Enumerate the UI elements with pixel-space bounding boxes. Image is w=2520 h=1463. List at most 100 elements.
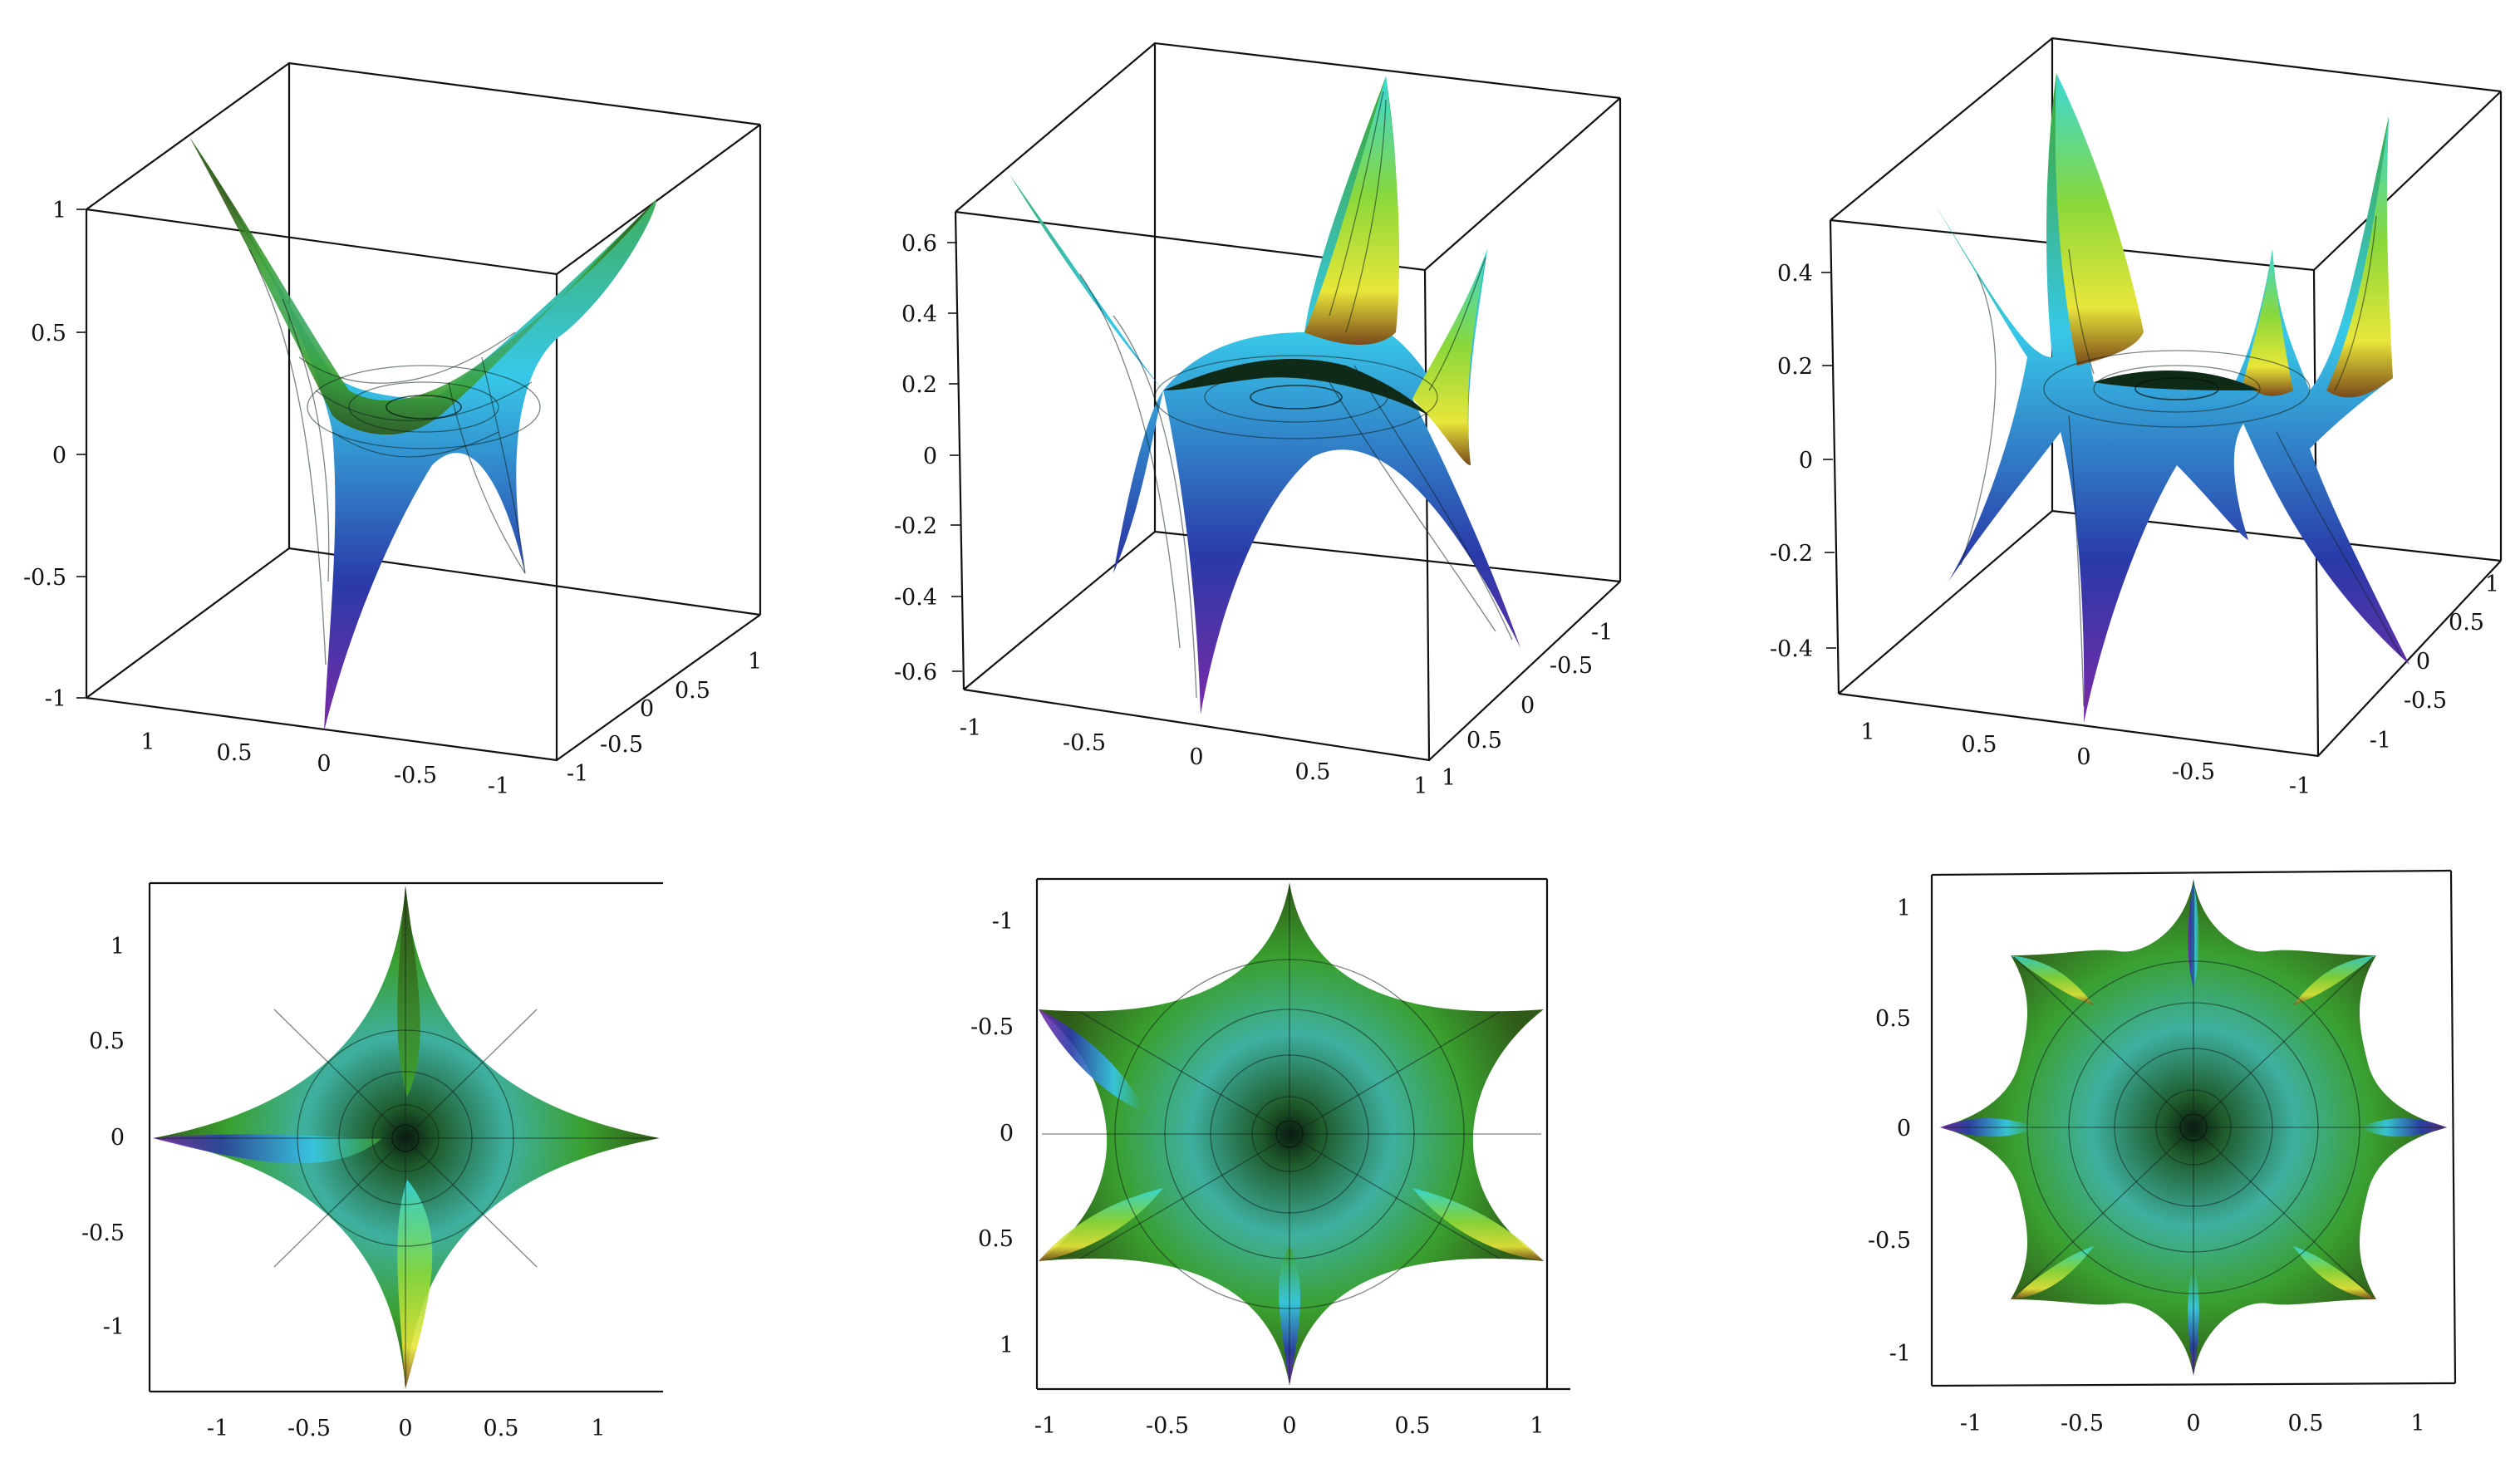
x-tick-label: -1 [2289, 773, 2311, 799]
panel-3d-order-2: 1 0.5 0 -0.5 -1 1 0.5 0 -0.5 -1 1 0.5 0 … [23, 61, 762, 799]
z-tick-label: -1 [45, 686, 66, 712]
y-tick-label: 1 [111, 934, 125, 960]
y-tick-label: 1 [1442, 765, 1456, 791]
x-tick-label: 1 [1860, 719, 1874, 745]
panel-3d-order-4: 0.4 0.2 0 -0.2 -0.4 1 0.5 0 -0.5 -1 1 0.… [1770, 37, 2503, 799]
y-tick-label: 1 [748, 649, 762, 675]
x-tick-label: 0 [1282, 1413, 1296, 1439]
z-tick-label: -0.2 [1770, 541, 1813, 567]
x-tick-label: 0 [2076, 744, 2090, 770]
panel-top-order-2: 1 0.5 0 -0.5 -1 -1 -0.5 0 0.5 1 [81, 881, 663, 1441]
z-tick-label: -0.4 [1770, 636, 1813, 662]
x-tick-label: 0.5 [1295, 759, 1331, 785]
y-tick-label: -1 [1889, 1341, 1911, 1367]
y-tick-label: -1 [992, 909, 1014, 935]
x-tick-label: -0.5 [1063, 730, 1106, 756]
x-tick-label: -0.5 [2172, 759, 2215, 785]
y-tick-label: 0 [640, 696, 654, 722]
y-tick-label: 0.5 [2449, 610, 2484, 636]
z-tick-label: 0.2 [901, 372, 937, 398]
y-axis: 1 0.5 0 -0.5 -1 [1868, 896, 1911, 1367]
panel-3d-order-3: 0.6 0.4 0.2 0 -0.2 -0.4 -0.6 -1 -0.5 0 0… [894, 42, 1622, 799]
x-tick-label: 1 [140, 729, 155, 755]
y-tick-label: -1 [2370, 728, 2391, 754]
x-tick-label: 0.5 [1395, 1413, 1431, 1439]
x-axis: 1 0.5 0 -0.5 -1 [140, 729, 509, 799]
z-tick-label: 0.4 [901, 302, 937, 327]
x-tick-label: -0.5 [287, 1416, 331, 1441]
y-tick-label: -0.5 [2404, 688, 2447, 714]
y-tick-label: 0.5 [675, 678, 710, 704]
y-axis: -1 -0.5 0 0.5 1 [1442, 620, 1613, 791]
x-tick-label: 1 [1530, 1413, 1544, 1439]
z-tick-label: 0.5 [31, 321, 66, 346]
x-tick-label: 0 [398, 1416, 412, 1441]
y-tick-label: 0.5 [978, 1226, 1014, 1252]
y-tick-label: -0.5 [970, 1014, 1014, 1040]
z-axis: 0.4 0.2 0 -0.2 -0.4 [1770, 261, 1836, 662]
panel-top-order-3: -1 -0.5 0 0.5 1 -1 -0.5 0 0.5 1 [970, 877, 1570, 1439]
y-axis: 1 0.5 0 -0.5 -1 [81, 934, 125, 1340]
x-tick-label: -0.5 [2061, 1411, 2104, 1436]
z-tick-label: -0.5 [23, 565, 66, 591]
z-tick-label: 0.2 [1777, 354, 1813, 380]
panel-top-order-4: 1 0.5 0 -0.5 -1 -1 -0.5 0 0.5 1 [1868, 869, 2457, 1436]
bounding-box [954, 42, 1622, 762]
x-tick-label: 0.5 [484, 1416, 519, 1441]
x-tick-label: -1 [1034, 1413, 1056, 1439]
y-tick-label: 1 [1000, 1333, 1014, 1358]
z-tick-label: 0.4 [1777, 261, 1813, 287]
y-tick-label: 0 [111, 1125, 125, 1151]
saddle-surface [189, 137, 656, 731]
y-axis: 1 0.5 0 -0.5 -1 [567, 649, 762, 787]
z-tick-label: -0.4 [894, 585, 937, 611]
y-tick-label: 1 [1897, 896, 1911, 921]
x-tick-label: -1 [488, 773, 509, 799]
x-tick-label: -1 [960, 715, 981, 741]
z-tick-label: 0 [1799, 448, 1813, 474]
z-axis: 1 0.5 0 -0.5 -1 [23, 198, 86, 712]
z-tick-label: 0.6 [901, 231, 937, 257]
z-tick-label: 0 [52, 443, 66, 469]
monkey-saddle-surface [1009, 76, 1520, 714]
y-tick-label: -1 [567, 761, 588, 787]
y-tick-label: 0 [1520, 693, 1535, 719]
z-tick-label: -0.2 [894, 513, 937, 539]
x-axis: 1 0.5 0 -0.5 -1 [1860, 719, 2311, 799]
y-tick-label: 0 [2416, 649, 2430, 675]
x-axis: -1 -0.5 0 0.5 1 [207, 1416, 606, 1441]
x-tick-label: 0.5 [217, 740, 253, 766]
z-axis: 0.6 0.4 0.2 0 -0.2 -0.4 -0.6 [894, 231, 962, 685]
y-axis: 1 0.5 0 -0.5 -1 [2370, 572, 2499, 754]
x-tick-label: 0.5 [2288, 1411, 2324, 1436]
z-tick-label: 0 [923, 444, 937, 469]
y-axis: -1 -0.5 0 0.5 1 [970, 909, 1014, 1358]
z-tick-label: -0.6 [894, 660, 937, 685]
x-tick-label: -1 [1960, 1411, 1982, 1436]
y-tick-label: -0.5 [81, 1220, 125, 1246]
x-axis: -1 -0.5 0 0.5 1 [1034, 1413, 1545, 1439]
y-tick-label: 0.5 [89, 1029, 125, 1054]
y-tick-label: -1 [103, 1314, 125, 1340]
x-axis: -1 -0.5 0 0.5 1 [1960, 1411, 2425, 1436]
y-tick-label: 0 [1897, 1116, 1911, 1141]
x-tick-label: 1 [591, 1416, 605, 1441]
x-tick-label: -0.5 [1146, 1413, 1189, 1439]
y-tick-label: 0 [1000, 1121, 1014, 1146]
x-tick-label: -1 [207, 1416, 228, 1441]
x-tick-label: 0 [1189, 744, 1203, 770]
x-tick-label: 1 [1413, 773, 1427, 799]
y-tick-label: 0.5 [1875, 1006, 1911, 1032]
x-axis: -1 -0.5 0 0.5 1 [960, 715, 1428, 799]
quad-saddle-surface [1932, 73, 2409, 723]
x-tick-label: 1 [2410, 1411, 2424, 1436]
x-tick-label: 0 [2186, 1411, 2200, 1436]
x-tick-label: 0 [317, 751, 331, 777]
y-tick-label: -0.5 [600, 732, 643, 758]
y-tick-label: -0.5 [1868, 1228, 1911, 1254]
y-tick-label: 1 [2485, 572, 2499, 597]
y-tick-label: 0.5 [1466, 728, 1502, 754]
x-tick-label: -0.5 [394, 763, 437, 788]
y-tick-label: -0.5 [1550, 653, 1593, 679]
